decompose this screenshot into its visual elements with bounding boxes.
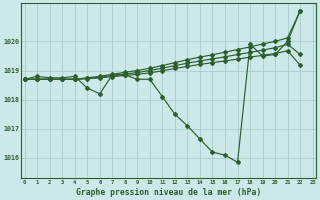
X-axis label: Graphe pression niveau de la mer (hPa): Graphe pression niveau de la mer (hPa) — [76, 188, 261, 197]
